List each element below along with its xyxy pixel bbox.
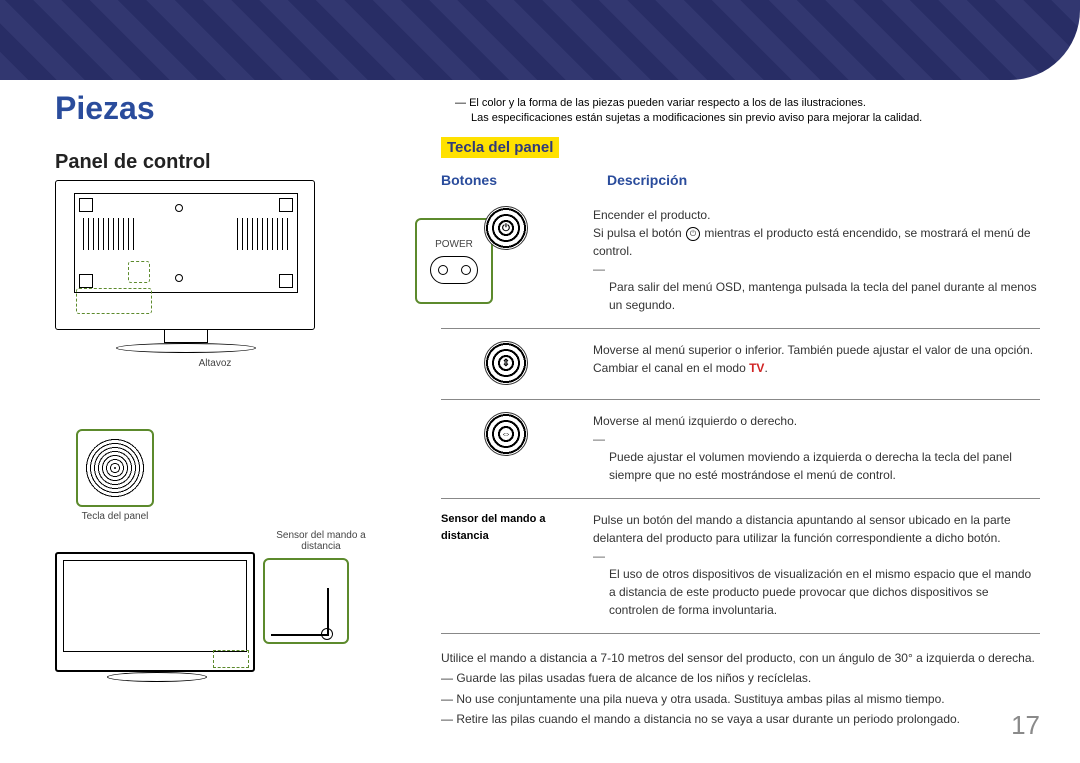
top-note-1: El color y la forma de las piezas pueden… (469, 97, 866, 109)
row4-dash-note: El uso de otros dispositivos de visualiz… (593, 565, 1040, 619)
panel-key-callout-box (76, 429, 154, 507)
remote-sensor-label-l2: distancia (301, 541, 340, 552)
sensor-callout-dash (213, 650, 249, 668)
page-content: El color y la forma de las piezas pueden… (55, 90, 1040, 730)
col-description: Descripción (607, 172, 687, 188)
tv-rear-outline (55, 180, 315, 330)
panel-key-callout-dash (128, 261, 150, 283)
page-number: 17 (1011, 710, 1040, 741)
table-row: ⇕ Moverse al menú superior o inferior. T… (441, 329, 1040, 400)
table-row: ⏻ Encender el producto. Si pulsa el botó… (441, 194, 1040, 329)
remote-sensor-row-label: Sensor del mando a distancia (441, 511, 571, 544)
tv-mode-text: TV (749, 361, 764, 375)
footer-n3: Retire las pilas cuando el mando a dista… (456, 712, 960, 726)
sub-heading-highlight: Tecla del panel (441, 137, 559, 158)
footer-n1: Guarde las pilas usadas fuera de alcance… (456, 671, 811, 685)
section-heading: Panel de control (55, 151, 405, 174)
table-header-row: Botones Descripción (441, 172, 1040, 188)
col-buttons: Botones (441, 172, 497, 188)
concentric-dial-icon (85, 438, 145, 498)
right-column: Tecla del panel Botones Descripción ⏻ En… (441, 137, 1040, 730)
row2-line2: Cambiar el canal en el modo TV. (593, 359, 1040, 377)
row1-line1: Encender el producto. (593, 206, 1040, 224)
row3-line1: Moverse al menú izquierdo o derecho. (593, 412, 1040, 430)
remote-sensor-label-l1: Sensor del mando a (276, 530, 366, 541)
footer-notes: Utilice el mando a distancia a 7-10 metr… (441, 648, 1040, 730)
tv-rear-figure: POWER Altavoz (55, 180, 405, 369)
dial-power-icon: ⏻ (484, 206, 528, 250)
tv-front-figure (55, 552, 255, 672)
power-callout-box: POWER (415, 218, 493, 304)
footer-distance: Utilice el mando a distancia a 7-10 metr… (441, 648, 1040, 668)
power-label: POWER (435, 239, 473, 250)
decorative-header-band (0, 0, 1080, 80)
inline-power-icon: ⏻ (686, 227, 700, 241)
speaker-label: Altavoz (55, 358, 315, 369)
row1-line2: Si pulsa el botón ⏻ mientras el producto… (593, 224, 1040, 260)
sensor-callout-box (263, 558, 349, 644)
row4-line1: Pulse un botón del mando a distancia apu… (593, 511, 1040, 547)
top-note-2: Las especificaciones están sujetas a mod… (471, 112, 922, 124)
table-row: ⇔ Moverse al menú izquierdo o derecho. P… (441, 400, 1040, 499)
power-plug-icon (430, 256, 478, 284)
table-row: Sensor del mando a distancia Pulse un bo… (441, 499, 1040, 634)
panel-key-label: Tecla del panel (82, 511, 149, 522)
dial-leftright-icon: ⇔ (484, 412, 528, 456)
speaker-callout-dash (76, 288, 152, 314)
row1-dash-note: Para salir del menú OSD, mantenga pulsad… (593, 278, 1040, 314)
dial-updown-icon: ⇕ (484, 341, 528, 385)
row3-dash-note: Puede ajustar el volumen moviendo a izqu… (593, 448, 1040, 484)
left-column: Panel de control (55, 137, 405, 730)
top-notes: El color y la forma de las piezas pueden… (455, 96, 1020, 127)
footer-n2: No use conjuntamente una pila nueva y ot… (456, 692, 944, 706)
row2-line1: Moverse al menú superior o inferior. Tam… (593, 341, 1040, 359)
